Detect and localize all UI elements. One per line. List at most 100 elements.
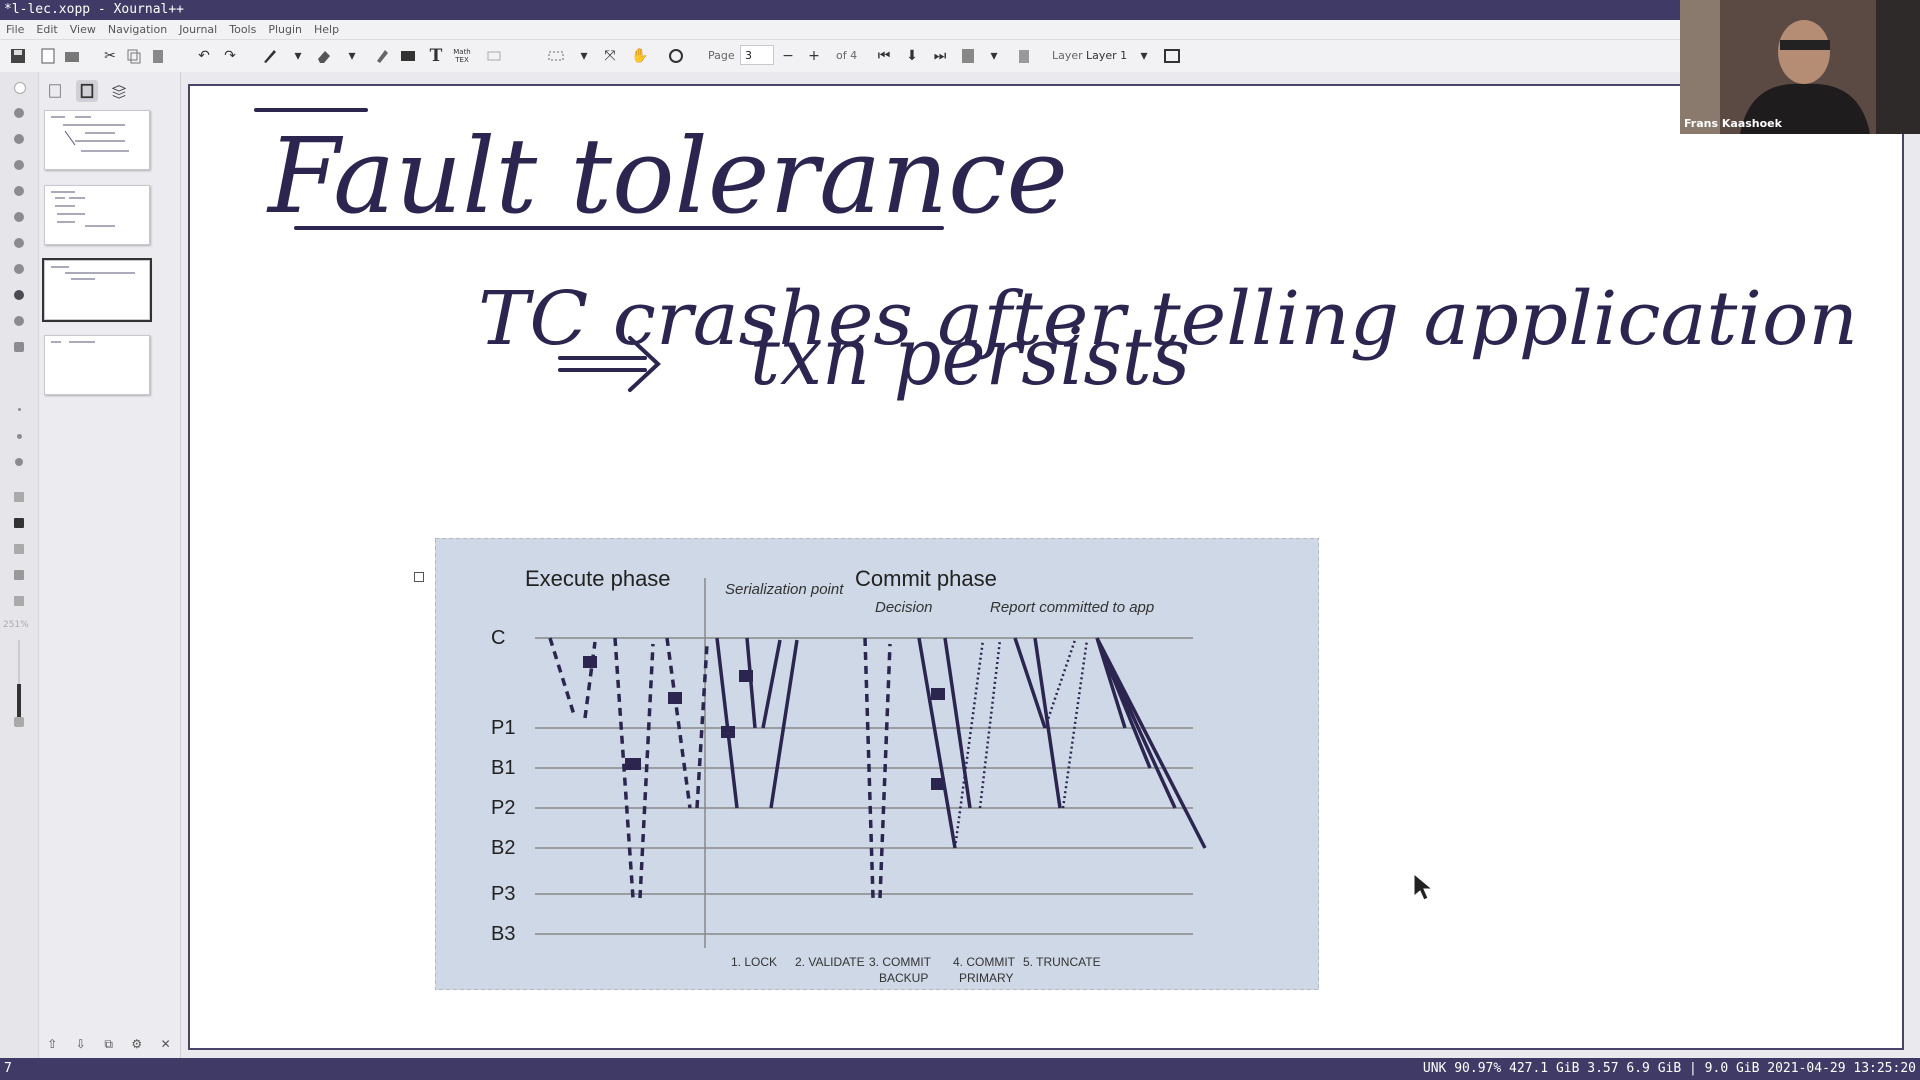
image-icon[interactable] (398, 46, 418, 66)
layer-label: Layer (1052, 49, 1083, 62)
color-swatch-icon[interactable] (14, 264, 24, 274)
zoom-icon[interactable] (14, 596, 24, 606)
size-small-icon[interactable] (18, 408, 21, 411)
page-thumbnail-3[interactable] (42, 258, 152, 322)
color-swatch-icon[interactable] (14, 134, 24, 144)
sidebar-actions: ⇧ ⇩ ⧉ ⚙ ✕ (38, 1030, 180, 1058)
zoom-level: 251% (3, 620, 29, 630)
paste-icon[interactable] (148, 46, 168, 66)
presentation-icon[interactable] (14, 518, 24, 528)
toolbar: ✂ ↶ ↷ ▾ ▾ T Math TEX ▾ ⤧ ✋ Page 3 − + of… (0, 40, 1920, 73)
menu-edit[interactable]: Edit (36, 23, 58, 36)
window-title: *l-lec.xopp - Xournal++ (0, 0, 1920, 20)
settings-icon[interactable]: ⚙ (131, 1037, 143, 1051)
color-custom-icon[interactable] (14, 342, 24, 352)
line2-handwriting: txn persists (750, 310, 1190, 403)
status-workspace: 7 (4, 1061, 12, 1076)
page-increment-button[interactable]: + (808, 48, 820, 64)
eraser-icon[interactable] (314, 46, 334, 66)
color-swatch-icon[interactable] (14, 238, 24, 248)
color-swatch-icon[interactable] (14, 186, 24, 196)
notebook-page[interactable]: Fault tolerance TC crashes after telling… (188, 84, 1904, 1050)
fullscreen-icon[interactable] (1162, 46, 1182, 66)
menu-navigation[interactable]: Navigation (107, 23, 168, 36)
open-icon[interactable] (62, 46, 82, 66)
menu-journal[interactable]: Journal (179, 23, 218, 36)
row-label-c: C (491, 627, 505, 649)
select-rect-icon[interactable] (546, 46, 566, 66)
new-page-icon[interactable] (38, 46, 58, 66)
refresh-icon[interactable] (666, 46, 686, 66)
page-drawing: Fault tolerance TC crashes after telling… (254, 108, 1858, 403)
canvas-area[interactable]: Fault tolerance TC crashes after telling… (181, 72, 1920, 1058)
line1-handwriting: TC crashes after telling application (478, 276, 1858, 362)
page-thumbnail-1[interactable] (44, 110, 150, 170)
page-thumbnail-2[interactable] (44, 185, 150, 245)
fit-width-icon[interactable] (14, 570, 24, 580)
layout-icon[interactable] (14, 492, 24, 502)
figure-selection-handle[interactable] (414, 572, 424, 582)
page-input[interactable]: 3 (740, 45, 774, 65)
delete-page-icon[interactable] (1014, 46, 1034, 66)
menu-plugin[interactable]: Plugin (268, 23, 303, 36)
color-swatch-icon[interactable] (14, 160, 24, 170)
row-label-p2: P2 (491, 797, 515, 819)
pages-tab[interactable] (76, 80, 98, 102)
first-page-icon[interactable]: ⏮ (877, 48, 891, 64)
insert-dropdown-icon[interactable]: ▾ (990, 48, 998, 64)
lock-icon[interactable] (14, 717, 24, 727)
color-swatch-icon[interactable] (14, 108, 24, 118)
close-icon[interactable]: ✕ (160, 1037, 171, 1051)
mouse-cursor-icon (1413, 872, 1434, 901)
fit-page-icon[interactable] (14, 544, 24, 554)
cut-icon[interactable]: ✂ (104, 48, 116, 64)
move-page-down-icon[interactable]: ⇩ (75, 1037, 86, 1051)
menu-view[interactable]: View (69, 23, 96, 36)
select-dropdown-icon[interactable]: ▾ (580, 48, 588, 64)
color-swatch-icon[interactable] (14, 316, 24, 326)
layer-value[interactable]: Layer 1 (1086, 49, 1128, 62)
page-thumbnail-4[interactable] (44, 335, 150, 395)
layers-tab[interactable] (108, 80, 130, 102)
redo-icon[interactable]: ↷ (224, 48, 236, 64)
row-label-p1: P1 (491, 717, 515, 739)
text-tool-icon[interactable]: T (429, 46, 443, 66)
menu-tools[interactable]: Tools (229, 23, 257, 36)
layer-dropdown-icon[interactable]: ▾ (1140, 48, 1148, 64)
last-page-icon[interactable]: ⏭ (933, 48, 947, 64)
copy-icon[interactable] (124, 46, 144, 66)
row-label-b3: B3 (491, 923, 515, 945)
protocol-figure[interactable]: Execute phase Commit phase Serialization… (435, 538, 1319, 990)
eraser-dropdown-icon[interactable]: ▾ (348, 48, 356, 64)
menu-file[interactable]: File (6, 23, 25, 36)
size-medium-icon[interactable] (17, 434, 22, 439)
zoom-slider-track[interactable] (18, 640, 20, 720)
video-overlay: Frans Kaashoek (1680, 0, 1920, 134)
copy-page-icon[interactable]: ⧉ (104, 1036, 113, 1051)
color-white-icon[interactable] (14, 82, 26, 94)
highlighter-icon[interactable] (372, 46, 392, 66)
save-icon[interactable] (8, 46, 28, 66)
zoom-slider-handle[interactable] (17, 684, 21, 720)
pen-icon[interactable] (260, 46, 280, 66)
color-selected-icon[interactable] (14, 290, 24, 300)
menu-help[interactable]: Help (314, 23, 340, 36)
report-label: Report committed to app (990, 599, 1154, 616)
tex-icon[interactable]: Math TEX (453, 48, 471, 64)
insert-page-icon[interactable] (958, 46, 978, 66)
next-annotated-icon[interactable]: ⬇ (906, 48, 918, 64)
commit-phase-label: Commit phase (855, 566, 997, 591)
menu-bar: File Edit View Navigation Journal Tools … (0, 20, 1920, 40)
vertical-space-icon[interactable]: ⤧ (604, 48, 616, 64)
hand-icon[interactable]: ✋ (631, 48, 649, 64)
page-decrement-button[interactable]: − (782, 48, 794, 64)
pen-dropdown-icon[interactable]: ▾ (294, 48, 302, 64)
title-handwriting: Fault tolerance (266, 115, 1068, 237)
move-page-up-icon[interactable]: ⇧ (47, 1037, 58, 1051)
shape-icon[interactable] (484, 46, 504, 66)
status-system-info: UNK 90.97% 427.1 GiB 3.57 6.9 GiB | 9.0 … (1422, 1061, 1916, 1076)
page-thumbnails-tab[interactable] (44, 80, 66, 102)
color-swatch-icon[interactable] (14, 212, 24, 222)
undo-icon[interactable]: ↶ (198, 48, 210, 64)
size-large-icon[interactable] (15, 458, 23, 466)
